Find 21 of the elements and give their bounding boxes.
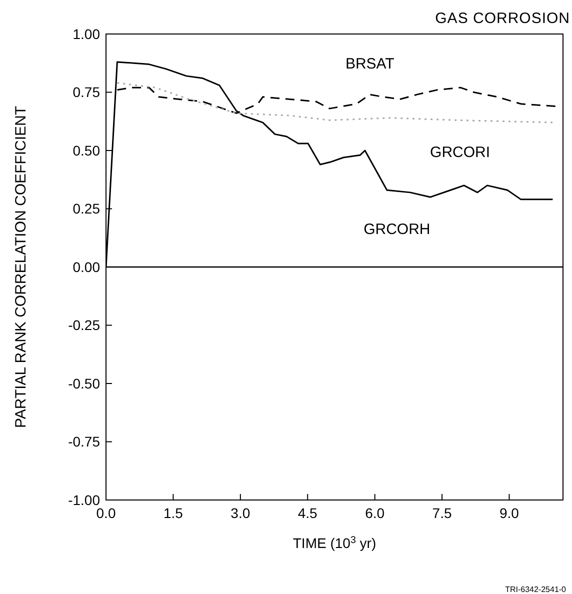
x-tick-label: 3.0 [230,504,250,521]
series-label: BRSAT [345,56,394,73]
y-tick-label: -0.50 [68,375,100,392]
x-tick-label: 1.5 [163,504,184,521]
y-tick-label: 0.00 [72,258,100,275]
y-tick-label: 1.00 [72,26,100,42]
y-tick-label: 0.75 [72,84,100,100]
y-tick-label: -0.75 [68,434,100,450]
x-tick-label: 4.5 [298,504,318,521]
y-axis-title: PARTIAL RANK CORRELATION COEFFICIENT [12,106,30,428]
y-tick-label: 0.25 [72,200,100,217]
x-tick-label: 6.0 [365,504,385,521]
series-label: GRCORI [430,144,490,161]
y-tick-label: 0.50 [72,142,100,158]
text: TRI-6342-2541-0 [505,585,566,594]
chart-title: GAS CORROSION [435,10,570,27]
series-label: GRCORH [364,221,430,238]
x-tick-label: 9.0 [500,504,520,521]
x-tick-label: 7.5 [432,504,452,521]
x-axis-title: TIME (10$^{3}$ yr) [292,534,376,551]
y-tick-label: -0.25 [68,317,100,334]
